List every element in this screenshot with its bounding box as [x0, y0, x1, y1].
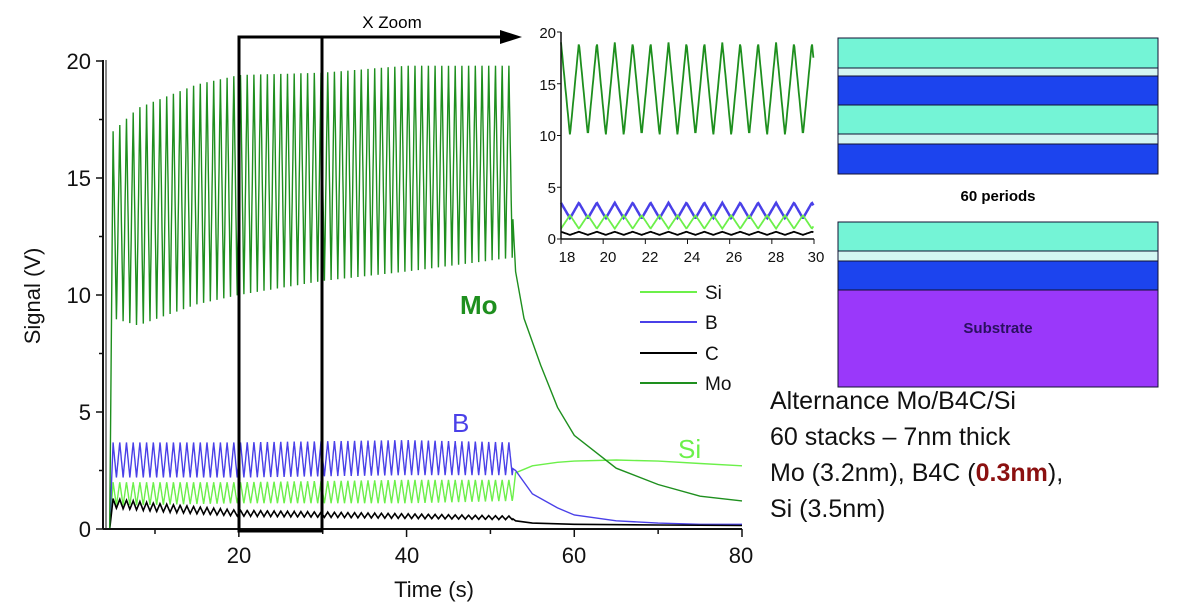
inset-y-tick-label: 5: [548, 180, 556, 197]
x-axis-title: Time (s): [394, 577, 474, 602]
inset-series-line-mo: [560, 42, 815, 135]
layer-mo: [837, 75, 1159, 106]
zoom-arrowhead: [500, 30, 522, 44]
bottom-stack: [837, 221, 1159, 388]
inset-series-line-si: [560, 213, 815, 231]
inset-x-tick-label: 24: [684, 249, 701, 266]
legend: Si B C Mo: [640, 283, 731, 395]
notes-line-1: Alternance Mo/B4C/Si: [770, 387, 1016, 415]
y-axis-title: Signal (V): [20, 248, 45, 345]
layer-substrate: [837, 289, 1159, 388]
inset-x-tick-label: 30: [808, 249, 825, 266]
inset-y-tick-label: 0: [548, 231, 556, 248]
y-tick-label: 10: [67, 283, 91, 308]
inset-series-group: [559, 42, 815, 236]
layer-si: [837, 221, 1159, 252]
layer-mo: [837, 260, 1159, 291]
inset-chart: 18 20 22 24 26 28 30 0 5 10 15 20: [539, 25, 824, 266]
legend-label-c: C: [705, 344, 719, 365]
legend-label-b: B: [705, 313, 718, 334]
layer-mo: [837, 143, 1159, 175]
y-tick-label: 20: [67, 49, 91, 74]
x-tick-label: 60: [562, 543, 586, 568]
layer-b4c: [837, 67, 1159, 77]
notes: Alternance Mo/B4C/Si 60 stacks – 7nm thi…: [770, 387, 1063, 523]
layer-b4c: [837, 250, 1159, 262]
layer-si: [837, 37, 1159, 69]
series-line-b: [109, 440, 742, 530]
main-chart: 20 40 60 80 0 5 10 15 20 Time (s) Signal…: [20, 13, 753, 602]
legend-label-si: Si: [705, 283, 722, 304]
series-label-b: B: [452, 408, 469, 438]
notes-highlight: 0.3nm: [976, 459, 1048, 487]
inset-x-tick-label: 18: [559, 249, 576, 266]
periodic-stack: [837, 37, 1159, 175]
notes-line-2: 60 stacks – 7nm thick: [770, 423, 1011, 451]
notes-line-3-post: ),: [1048, 459, 1063, 487]
series-line-c: [108, 497, 743, 530]
inset-x-tick-label: 28: [768, 249, 785, 266]
main-ticks: [96, 60, 743, 537]
inset-y-tick-label: 15: [539, 77, 556, 94]
legend-label-mo: Mo: [705, 374, 731, 395]
x-tick-label: 40: [395, 543, 419, 568]
inset-series-line-c: [560, 230, 814, 236]
series-label-si: Si: [678, 434, 701, 464]
multilayer-diagram: 60 periods Substrate: [837, 37, 1159, 388]
notes-line-3: Mo (3.2nm), B4C (0.3nm),: [770, 459, 1063, 487]
zoom-label: X Zoom: [362, 13, 422, 32]
main-series-group: [108, 65, 743, 530]
notes-line-4: Si (3.5nm): [770, 495, 885, 523]
periods-label: 60 periods: [960, 188, 1035, 205]
series-line-mo: [109, 65, 743, 530]
substrate-label: Substrate: [963, 320, 1032, 337]
inset-ticks: [557, 31, 815, 244]
layer-si: [837, 104, 1159, 135]
zoom-box: [237, 35, 324, 533]
inset-y-tick-label: 10: [539, 128, 556, 145]
series-line-si: [109, 459, 743, 530]
inset-series-line-b: [559, 200, 815, 221]
inset-x-tick-label: 20: [600, 249, 617, 266]
series-label-mo: Mo: [460, 290, 498, 320]
inset-y-tick-label: 20: [539, 25, 556, 42]
x-tick-label: 80: [729, 543, 753, 568]
inset-x-tick-label: 26: [726, 249, 743, 266]
notes-line-3-pre: Mo (3.2nm), B4C (: [770, 459, 976, 487]
y-tick-label: 15: [67, 166, 91, 191]
inset-x-tick-label: 22: [642, 249, 659, 266]
y-tick-label: 0: [79, 517, 91, 542]
layer-b4c: [837, 133, 1159, 145]
x-tick-label: 20: [227, 543, 251, 568]
y-tick-label: 5: [79, 400, 91, 425]
